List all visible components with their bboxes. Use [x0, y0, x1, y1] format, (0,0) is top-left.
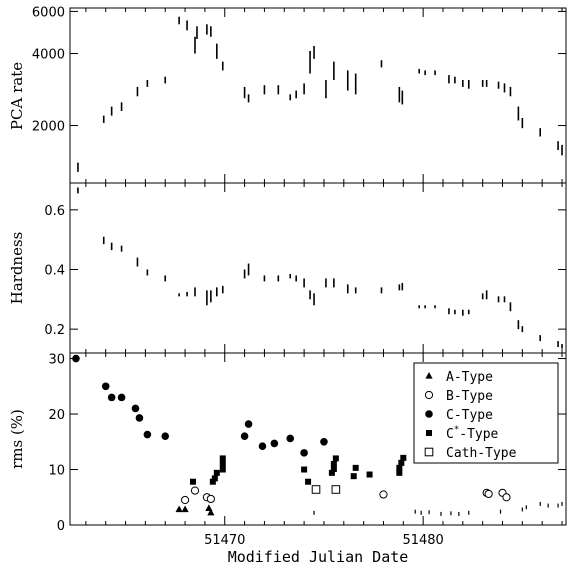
c-type-marker	[244, 420, 253, 428]
c-type-marker	[72, 354, 80, 363]
rate-axis-label: PCA rate	[8, 62, 26, 130]
y-tick-label: 2000	[32, 120, 65, 135]
c-type-marker	[396, 469, 403, 476]
c-type-marker	[396, 464, 403, 471]
c-type-marker	[258, 442, 267, 451]
c-type-marker	[330, 460, 337, 467]
c-type-marker	[400, 454, 407, 461]
legend-label-b: B-Type	[446, 389, 493, 404]
x-axis-label: Modified Julian Date	[228, 548, 409, 566]
c-type-marker	[143, 430, 152, 439]
rms-axis-label: rms (%)	[8, 409, 26, 469]
legend-label-a: A-Type	[446, 370, 493, 385]
c-type-marker	[300, 449, 308, 457]
c-type-marker	[270, 439, 279, 448]
legend-label-cath: Cath-Type	[446, 446, 517, 461]
c-type-marker	[219, 460, 226, 467]
c-type-marker	[352, 464, 359, 471]
y-tick-label: 30	[48, 353, 65, 368]
c-type-marker	[213, 469, 220, 476]
x-tick-label: 51470	[204, 533, 245, 548]
c-type-marker	[398, 459, 405, 466]
c-type-marker	[190, 478, 197, 485]
data-marks	[72, 16, 563, 516]
legend-label-cstar-suffix: -Type	[459, 427, 498, 442]
y-tick-label: 0	[57, 519, 65, 534]
y-tick-label: 20	[48, 408, 65, 423]
c-type-marker	[211, 475, 218, 482]
b-type-marker	[190, 486, 200, 495]
c-type-marker	[131, 404, 140, 413]
c-type-marker	[328, 469, 335, 476]
b-type-marker	[502, 493, 511, 502]
hardness-axis-label: Hardness	[8, 232, 26, 305]
c-type-marker	[240, 432, 249, 441]
x-tick-label: 51480	[402, 533, 443, 548]
legend-label-cstar-base: C	[446, 427, 454, 442]
c-type-marker	[286, 434, 295, 443]
y-tick-label: 10	[48, 464, 65, 479]
legend-marker-filled-square	[426, 430, 432, 436]
a-type-marker	[207, 508, 215, 516]
c-type-marker	[161, 432, 170, 441]
legend-marker-triangle	[425, 372, 433, 379]
b-type-marker	[484, 489, 493, 499]
y-tick-label: 0.2	[44, 323, 65, 338]
legend-box	[413, 362, 559, 464]
legend-marker-filled-circle	[425, 410, 433, 418]
legend-marker-open-circle	[424, 390, 434, 400]
c-type-marker	[320, 437, 328, 446]
c-type-marker	[366, 471, 373, 478]
cath-type-marker	[331, 485, 341, 494]
legend-markers	[424, 372, 434, 457]
c-type-marker	[101, 382, 110, 391]
legend-marker-open-square	[424, 447, 434, 457]
c-type-marker	[117, 393, 126, 402]
c-type-marker	[209, 478, 216, 485]
c-type-marker	[219, 455, 226, 462]
a-type-marker	[175, 505, 183, 513]
b-type-marker	[206, 494, 215, 504]
y-tick-label: 0.6	[44, 204, 65, 219]
y-tick-label: 0.4	[44, 263, 65, 278]
b-type-marker	[180, 495, 190, 505]
legend-label-cstar-sup: *	[454, 425, 459, 435]
b-type-marker	[379, 490, 388, 499]
legend-label-cstar: C*-Type	[446, 425, 499, 442]
y-tick-label: 6000	[32, 5, 65, 20]
y-tick-label: 4000	[32, 48, 65, 63]
c-type-marker	[301, 466, 308, 473]
axis-ticks: 2000 4000 6000 0.2 0.4 0.6 0 10 20 30 51470 51480	[32, 5, 566, 548]
c-type-marker	[135, 414, 144, 422]
panel-rms-frame	[69, 352, 567, 526]
c-type-marker	[305, 478, 312, 485]
c-type-marker	[332, 455, 339, 462]
legend-label-c: C-Type	[446, 408, 493, 423]
cath-type-marker	[311, 485, 321, 494]
c-type-marker	[219, 466, 226, 473]
c-type-marker	[107, 393, 116, 402]
panel-rate-frame	[69, 7, 567, 184]
panel-hardness-frame	[69, 182, 567, 354]
legend: A-Type B-Type C-Type C*-Type Cath-Type	[413, 362, 559, 464]
c-type-marker	[350, 473, 357, 480]
c-type-marker	[330, 465, 337, 472]
a-type-marker	[181, 505, 189, 513]
